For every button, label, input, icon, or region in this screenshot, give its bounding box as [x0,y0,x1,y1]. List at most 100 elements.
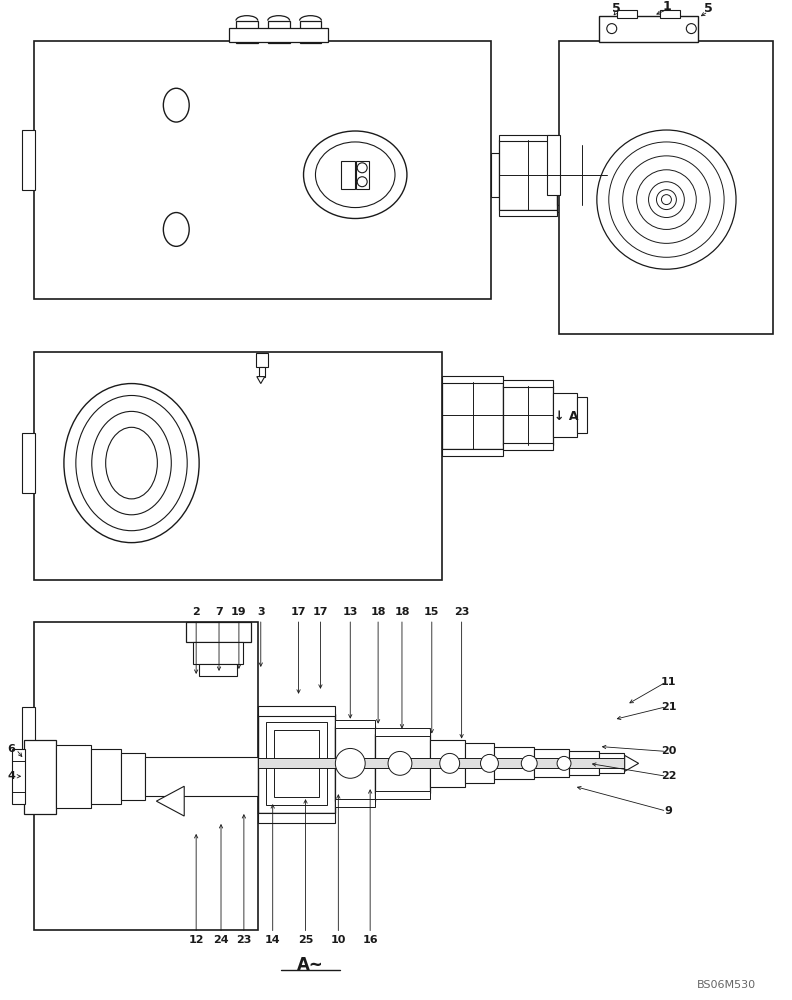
Circle shape [623,156,710,243]
Text: 23: 23 [454,607,470,617]
Text: ↓ A: ↓ A [554,410,579,423]
Circle shape [440,753,459,773]
Text: 25: 25 [298,935,313,945]
Circle shape [557,756,571,770]
Bar [500,210,557,216]
Bar [500,140,557,210]
Bar [12,749,25,804]
Bar [56,745,91,808]
Text: A~: A~ [297,956,324,974]
Bar [256,353,268,367]
Circle shape [637,170,696,229]
Bar [356,161,369,189]
Bar [335,720,375,728]
Bar [430,740,465,787]
Text: 4: 4 [7,771,15,781]
Bar [22,130,35,190]
Bar [494,747,534,779]
Bar [500,135,557,141]
Text: 13: 13 [343,607,358,617]
Bar [258,758,626,768]
Bar [258,706,335,716]
Bar [34,622,258,930]
Bar [375,734,430,793]
Bar [375,728,430,736]
Circle shape [687,24,696,34]
Polygon shape [257,377,265,384]
Bar [24,740,56,814]
Bar [465,743,494,783]
Text: 3: 3 [257,607,265,617]
Bar [22,433,35,493]
Circle shape [609,142,724,257]
Bar [569,751,599,775]
Text: 15: 15 [424,607,440,617]
Ellipse shape [163,213,189,246]
Bar [335,726,375,801]
Text: BS06M530: BS06M530 [697,980,756,990]
Text: 18: 18 [394,607,409,617]
Bar [299,21,322,43]
Bar [599,753,623,773]
Bar [442,376,504,383]
Bar [557,145,607,205]
Bar [633,158,645,192]
Bar [268,21,290,43]
Circle shape [607,24,617,34]
Text: 24: 24 [213,935,229,945]
Circle shape [521,755,537,771]
Text: 7: 7 [215,607,223,617]
Text: 23: 23 [236,935,252,945]
Text: 6: 6 [7,744,15,754]
Ellipse shape [303,131,407,219]
Circle shape [357,163,367,173]
Bar [547,135,560,195]
Circle shape [649,182,684,218]
Bar [146,757,258,796]
Bar [557,139,607,146]
Polygon shape [625,755,638,771]
Circle shape [661,195,672,205]
Bar [504,443,553,450]
Circle shape [481,754,498,772]
Bar [504,386,553,445]
Bar [341,161,356,189]
Bar [193,642,243,664]
Bar [258,714,335,813]
Text: 17: 17 [313,607,328,617]
Circle shape [388,751,412,775]
Text: 17: 17 [291,607,307,617]
Bar [442,382,504,449]
Bar [534,749,569,777]
Ellipse shape [76,395,187,531]
Text: 12: 12 [188,935,204,945]
Bar [617,10,637,18]
Circle shape [597,130,736,269]
Text: 5: 5 [704,2,713,15]
Ellipse shape [92,411,171,515]
Bar [91,749,120,804]
Text: 11: 11 [661,677,676,687]
Text: 22: 22 [661,771,676,781]
Bar [335,799,375,807]
Bar [577,397,587,433]
Bar [258,813,335,823]
Bar [504,380,553,387]
Ellipse shape [315,142,395,208]
Text: 19: 19 [231,607,247,617]
Circle shape [657,190,676,210]
Text: 1: 1 [662,0,671,13]
Bar [274,730,319,797]
Bar [442,449,504,456]
Bar [199,664,237,676]
Bar [266,722,327,805]
Text: 18: 18 [371,607,386,617]
Text: 20: 20 [661,746,676,756]
Circle shape [357,177,367,187]
Bar [259,367,265,377]
Ellipse shape [163,88,189,122]
Bar [559,41,773,334]
Text: 5: 5 [612,2,621,15]
Text: 16: 16 [362,935,378,945]
Bar [22,707,35,766]
